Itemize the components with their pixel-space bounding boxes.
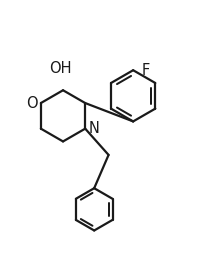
Text: F: F bbox=[142, 63, 150, 78]
Text: OH: OH bbox=[50, 61, 72, 76]
Text: O: O bbox=[26, 96, 37, 110]
Text: N: N bbox=[88, 121, 99, 136]
